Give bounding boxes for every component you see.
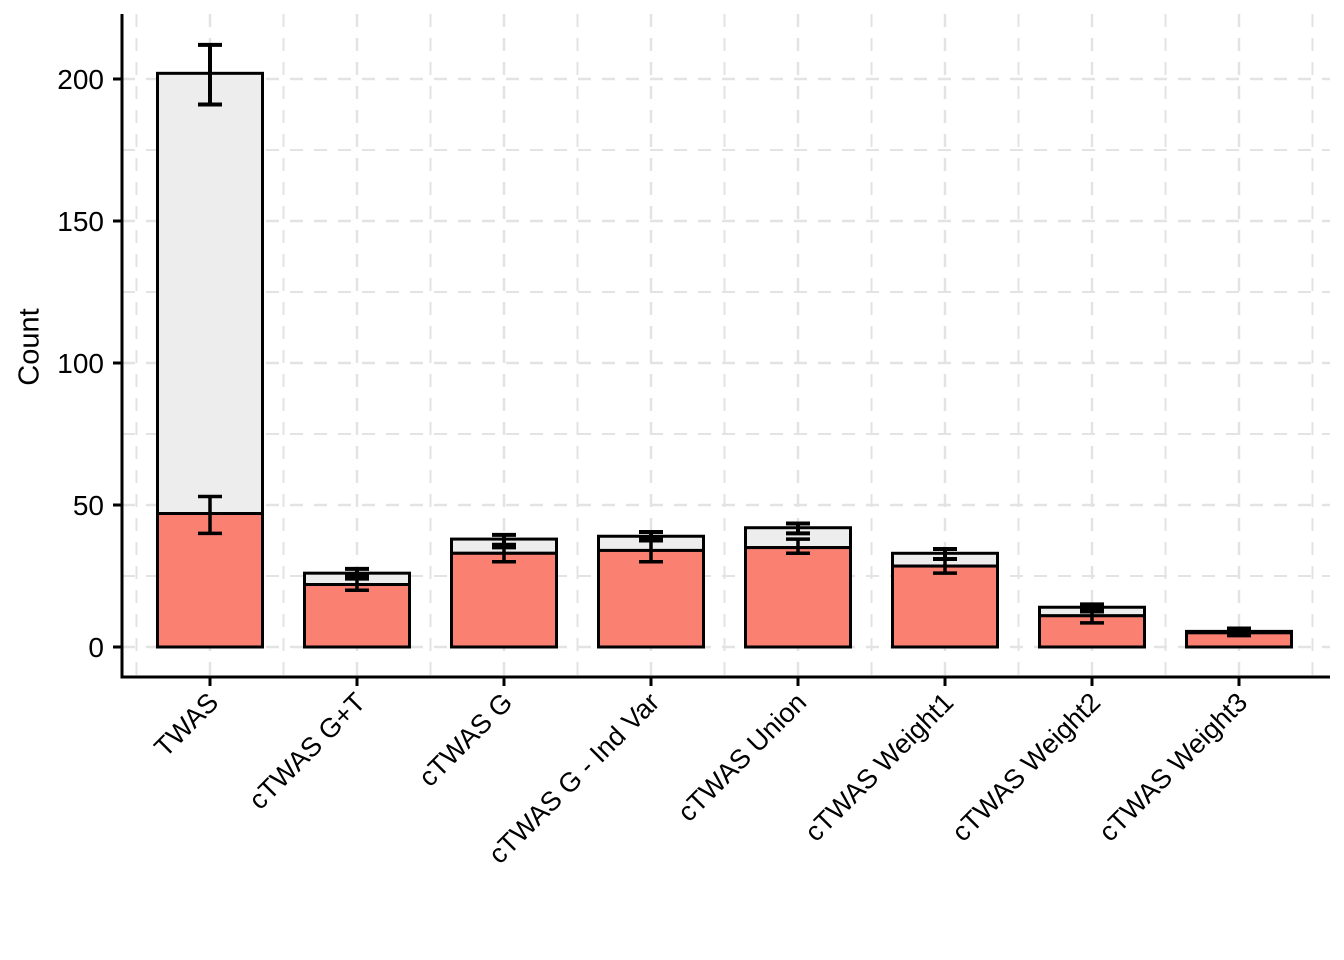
- x-tick-label: cTWAS Weight2: [946, 687, 1106, 847]
- bar-red-segment: [891, 564, 999, 649]
- bar-grey-segment: [156, 71, 264, 516]
- bar-red-segment: [450, 551, 558, 649]
- x-axis-ticks: [208, 677, 1241, 686]
- x-tick-label: TWAS: [149, 687, 225, 763]
- y-axis-tick-labels: 0 50 100 150 200: [57, 64, 104, 663]
- x-tick-label: cTWAS Weight3: [1093, 687, 1253, 847]
- y-tick-label: 0: [88, 632, 104, 663]
- bar-red-segment: [597, 548, 705, 649]
- gridlines-minor-vertical: [135, 14, 1314, 677]
- x-tick-label: cTWAS Union: [672, 687, 812, 827]
- y-axis-title: Count: [13, 308, 46, 386]
- error-bars-red-segment: [198, 494, 1251, 638]
- y-tick-label: 200: [57, 64, 104, 95]
- x-tick-label: cTWAS Weight1: [799, 687, 959, 847]
- bar-red-segment: [156, 512, 264, 649]
- stacked-bars: [156, 71, 1293, 649]
- bar-red-segment: [303, 583, 411, 649]
- y-axis-ticks: [113, 77, 122, 649]
- bar-red-segment: [744, 546, 852, 649]
- gridlines-major-horizontal: [122, 77, 1330, 649]
- y-tick-label: 100: [57, 348, 104, 379]
- y-tick-label: 150: [57, 206, 104, 237]
- axis-lines: [120, 14, 1330, 679]
- x-tick-label: cTWAS G: [413, 687, 518, 792]
- y-tick-label: 50: [73, 490, 104, 521]
- x-tick-label: cTWAS G+T: [243, 687, 371, 815]
